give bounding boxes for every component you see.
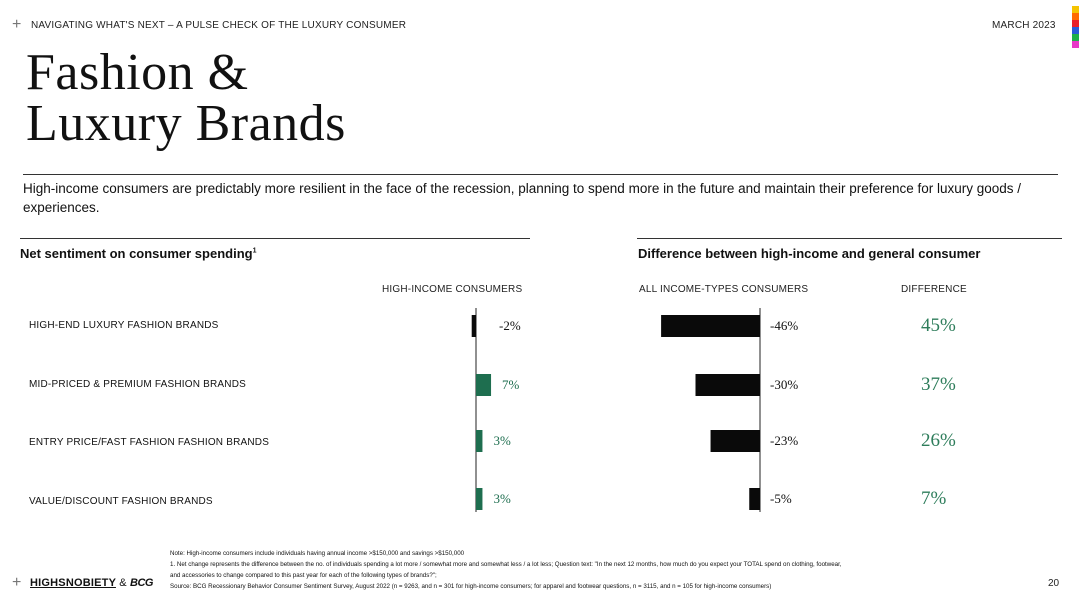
right-section-title: Difference between high-income and gener… <box>638 246 981 261</box>
data-label-all-income: -23% <box>770 433 798 448</box>
row-label: ENTRY PRICE/FAST FASHION FASHION BRANDS <box>29 437 270 448</box>
header-date: MARCH 2023 <box>992 20 1056 31</box>
stripe-segment <box>1072 13 1079 20</box>
title-line-2: Luxury Brands <box>26 95 346 152</box>
bar-all-income <box>695 374 760 396</box>
divider <box>23 174 1058 175</box>
crosshair-icon: + <box>12 574 22 591</box>
logo-ampersand: & <box>119 577 127 589</box>
crosshair-icon: + <box>12 16 22 33</box>
bcg-logo: BCG <box>130 577 153 589</box>
bar-all-income <box>710 430 760 452</box>
highsnobiety-logo: HIGHSNOBIETY <box>30 577 116 589</box>
stripe-segment <box>1072 6 1079 13</box>
notes: Note: High-income consumers include indi… <box>170 548 842 592</box>
row-label: HIGH-END LUXURY FASHION BRANDS <box>29 320 219 331</box>
bar-high-income <box>476 374 492 396</box>
data-label-all-income: -5% <box>770 491 792 506</box>
page-number: 20 <box>1048 578 1060 589</box>
colhead-difference: DIFFERENCE <box>901 284 967 295</box>
data-label-all-income: -30% <box>770 377 798 392</box>
note-line: Note: High-income consumers include indi… <box>170 550 465 557</box>
note-line: and accessories to change compared to th… <box>170 572 437 579</box>
stripe-segment <box>1072 34 1079 41</box>
bar-high-income <box>471 315 476 337</box>
stripe-segment <box>1072 41 1079 48</box>
stripe-segment <box>1072 27 1079 34</box>
row-label: VALUE/DISCOUNT FASHION BRANDS <box>29 496 213 507</box>
bar-high-income <box>476 488 483 510</box>
data-label-high-income: 7% <box>502 377 520 392</box>
footnote-ref: 1 <box>252 247 257 255</box>
note-line: Source: BCG Recessionary Behavior Consum… <box>170 583 772 590</box>
stripe-segment <box>1072 20 1079 27</box>
colhead-all-income: ALL INCOME-TYPES CONSUMERS <box>639 284 809 295</box>
intro-text: High-income consumers are predictably mo… <box>23 181 1022 215</box>
left-section-rule <box>20 238 530 239</box>
data-label-all-income: -46% <box>770 318 798 333</box>
page-title: Fashion & Luxury Brands <box>26 44 346 152</box>
header-title: NAVIGATING WHAT'S NEXT – A PULSE CHECK O… <box>31 20 407 31</box>
difference-value: 37% <box>921 374 956 395</box>
bar-all-income <box>661 315 760 337</box>
bar-high-income <box>476 430 483 452</box>
right-section-rule <box>637 238 1062 239</box>
footer-logo: HIGHSNOBIETY & BCG <box>30 577 153 589</box>
left-section-title: Net sentiment on consumer spending1 <box>20 246 257 261</box>
data-label-high-income: 3% <box>493 433 511 448</box>
row-label: MID-PRICED & PREMIUM FASHION BRANDS <box>29 379 247 390</box>
left-section-title-text: Net sentiment on consumer spending <box>20 246 253 261</box>
difference-value: 26% <box>921 430 956 451</box>
data-label-high-income: -2% <box>499 318 521 333</box>
color-stripe <box>1072 6 1079 48</box>
note-line: 1. Net change represents the difference … <box>170 561 842 568</box>
difference-value: 45% <box>921 315 956 336</box>
bar-all-income <box>749 488 760 510</box>
title-line-1: Fashion & <box>26 44 249 101</box>
data-label-high-income: 3% <box>493 491 511 506</box>
difference-value: 7% <box>921 488 947 509</box>
colhead-high-income: HIGH-INCOME CONSUMERS <box>382 284 523 295</box>
